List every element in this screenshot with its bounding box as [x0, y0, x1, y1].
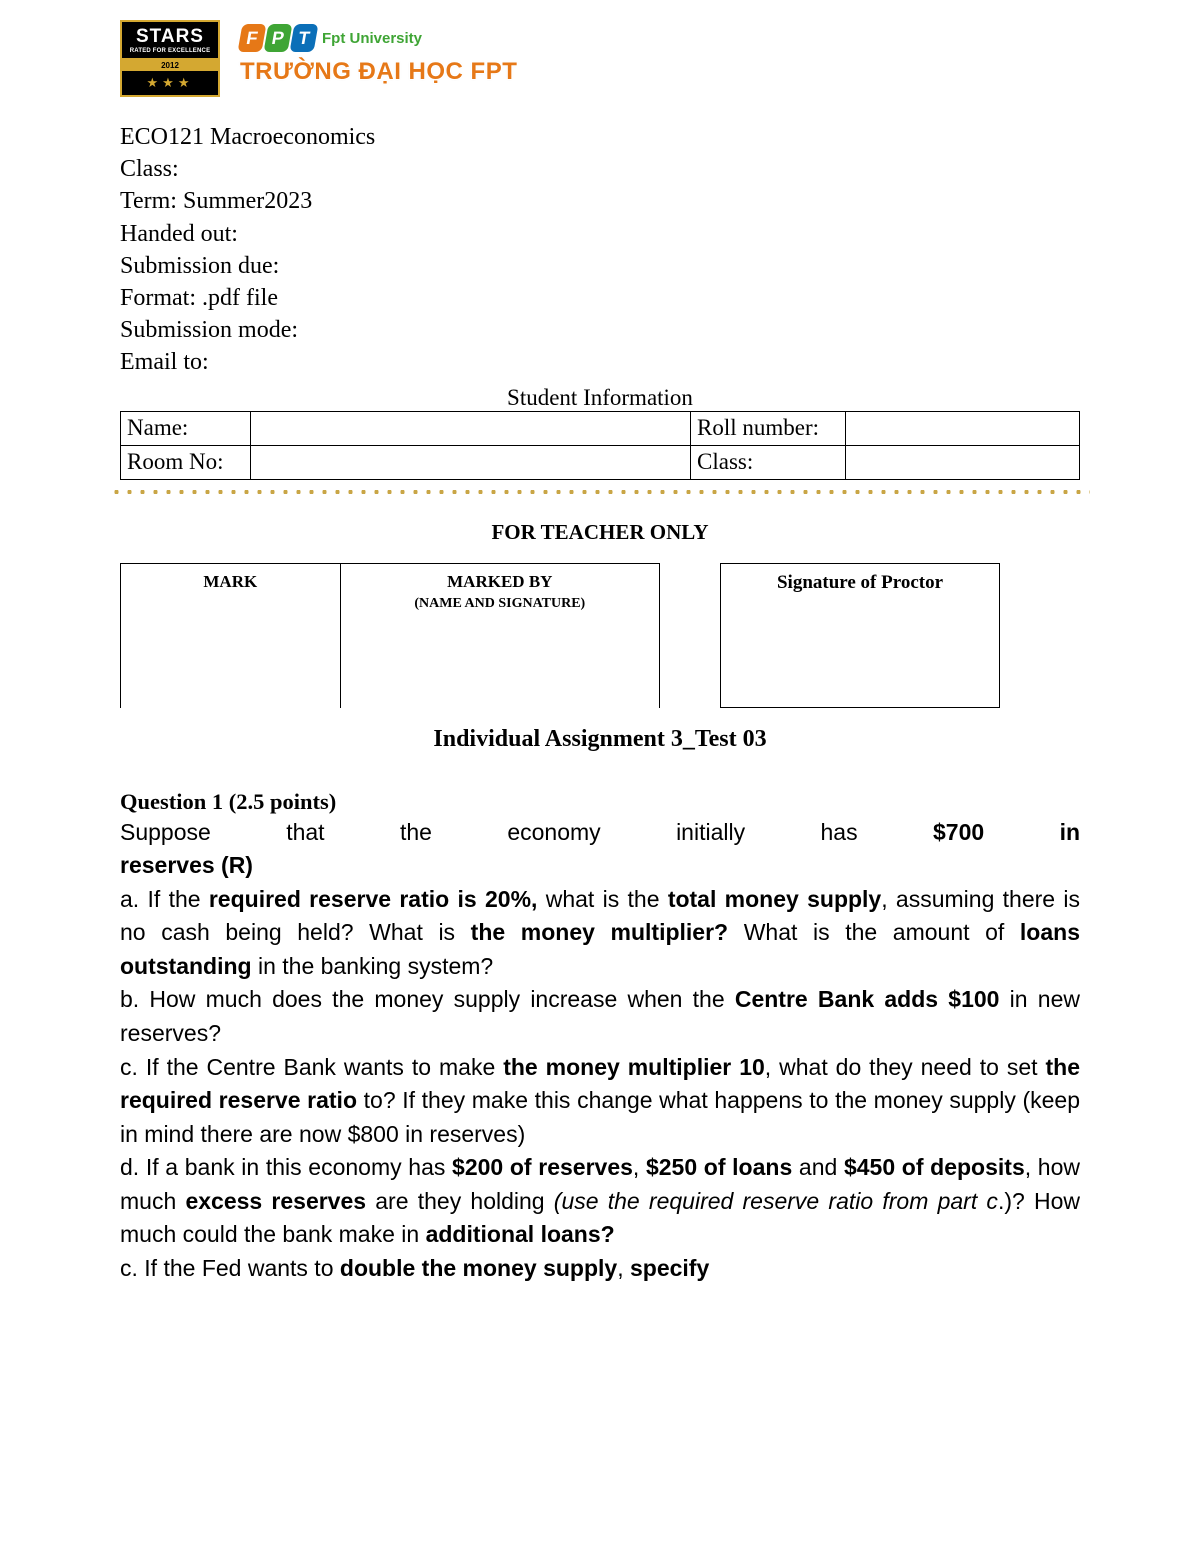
term-line: Term: Summer2023: [120, 186, 1080, 217]
handed-out-line: Handed out:: [120, 219, 1080, 250]
teacher-section: MARK MARKED BY (NAME AND SIGNATURE) Sign…: [120, 563, 1080, 708]
fpt-lettermark: F P T: [240, 24, 316, 52]
assignment-title: Individual Assignment 3_Test 03: [120, 726, 1080, 753]
roll-label: Roll number:: [691, 411, 846, 445]
fpt-logo-block: F P T Fpt University TRƯỜNG ĐẠI HỌC FPT: [240, 20, 517, 86]
mark-cell: MARK: [121, 563, 341, 708]
question-1-body: Suppose that the economy initially has $…: [120, 816, 1080, 1286]
room-value: [251, 445, 691, 479]
proctor-signature-box: Signature of Proctor: [720, 563, 1000, 708]
course-metadata: ECO121 Macroeconomics Class: Term: Summe…: [120, 122, 1080, 379]
student-info-table: Name: Roll number: Room No: Class:: [120, 411, 1080, 480]
stars-main-text: STARS: [128, 26, 212, 48]
stars-sub-text: RATED FOR EXCELLENCE: [128, 48, 212, 54]
class-value: [846, 445, 1080, 479]
qs-stars-badge: STARS RATED FOR EXCELLENCE 2012 ★★★: [120, 20, 220, 97]
format-line: Format: .pdf file: [120, 283, 1080, 314]
question-1-heading: Question 1 (2.5 points): [120, 789, 1080, 815]
marked-by-sub: (NAME AND SIGNATURE): [414, 596, 585, 611]
mark-table: MARK MARKED BY (NAME AND SIGNATURE): [120, 563, 660, 708]
marked-by-cell: MARKED BY (NAME AND SIGNATURE): [340, 563, 659, 708]
email-to-line: Email to:: [120, 347, 1080, 378]
teacher-only-heading: FOR TEACHER ONLY: [120, 520, 1080, 545]
truong-dai-hoc-fpt: TRƯỜNG ĐẠI HỌC FPT: [240, 58, 517, 86]
marked-by-label: MARKED BY: [447, 572, 552, 591]
submission-mode-line: Submission mode:: [120, 315, 1080, 346]
name-value: [251, 411, 691, 445]
course-code: ECO121 Macroeconomics: [120, 122, 1080, 153]
roll-value: [846, 411, 1080, 445]
fpt-university-text: Fpt University: [322, 30, 422, 47]
submission-due-line: Submission due:: [120, 251, 1080, 282]
class-label-cell: Class:: [691, 445, 846, 479]
stars-year: 2012: [120, 60, 220, 71]
header-logos: STARS RATED FOR EXCELLENCE 2012 ★★★ F P …: [120, 20, 1080, 97]
document-page: STARS RATED FOR EXCELLENCE 2012 ★★★ F P …: [0, 0, 1200, 1326]
name-label: Name:: [121, 411, 251, 445]
student-info-heading: Student Information: [120, 385, 1080, 411]
dotted-divider: [110, 490, 1090, 494]
star-icons: ★★★: [147, 75, 194, 90]
class-line: Class:: [120, 154, 1080, 185]
room-label: Room No:: [121, 445, 251, 479]
